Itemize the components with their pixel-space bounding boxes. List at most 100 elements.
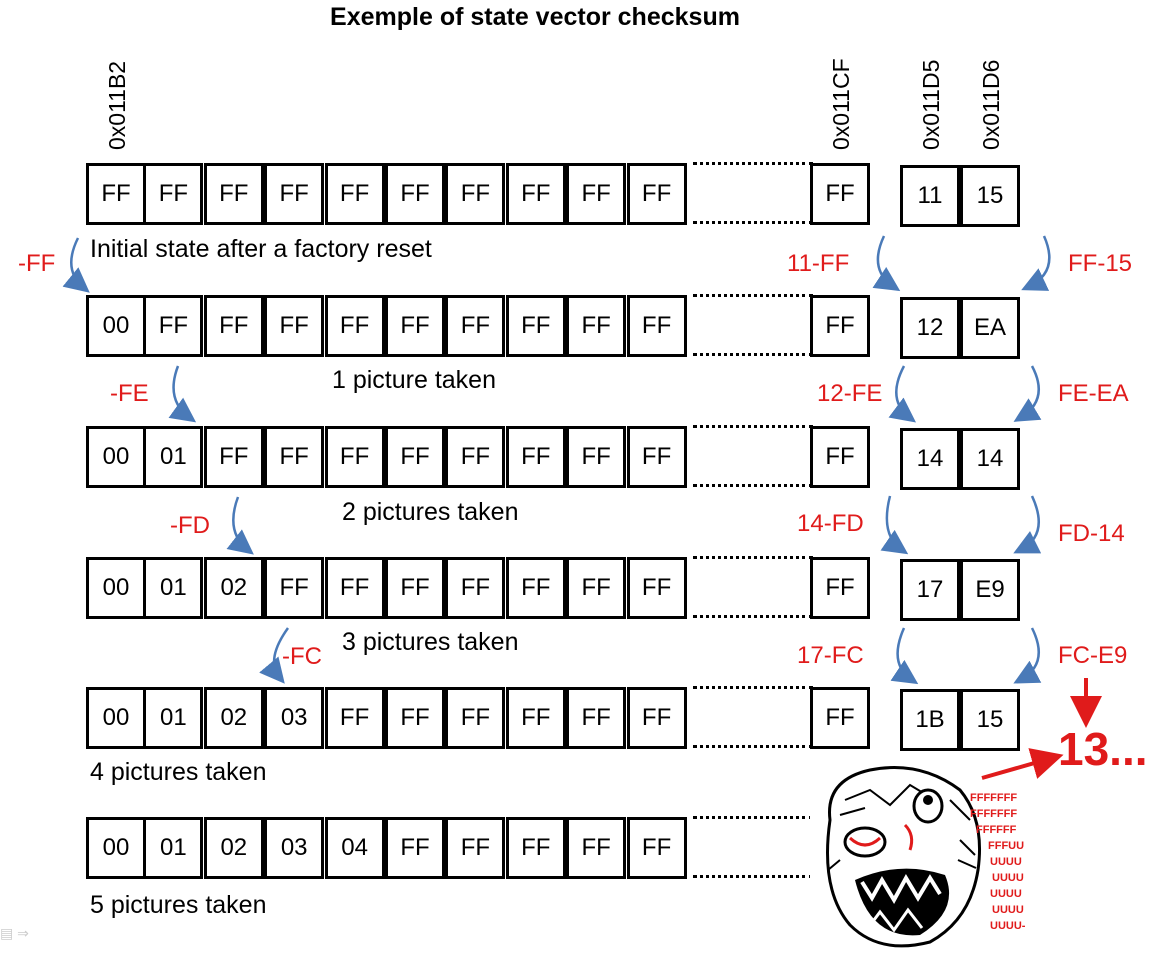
- byte-cell: FF: [626, 817, 687, 879]
- arrow-left-1: [168, 365, 197, 423]
- byte-cell: 01: [143, 687, 204, 749]
- annotation-mid-2: 14-FD: [797, 510, 864, 537]
- byte-cell: FF: [445, 687, 506, 749]
- rage-text-line-6: UUUU: [992, 872, 1024, 884]
- rage-text-line-5: UUUU: [990, 856, 1022, 868]
- annotation-left-1: -FE: [110, 380, 149, 407]
- byte-cell: FF: [324, 426, 385, 488]
- ellipsis-bottom: [693, 353, 813, 356]
- row-caption-5: 5 pictures taken: [90, 891, 267, 919]
- checksum-cell-0: 14: [900, 428, 960, 490]
- arrow-mid-0: [872, 235, 901, 292]
- byte-cell: FF: [385, 817, 445, 879]
- byte-cell: FF: [264, 557, 325, 619]
- byte-cell-last: FF: [810, 295, 870, 357]
- red-arrow-to-result: [981, 748, 1064, 780]
- byte-cell: FF: [566, 426, 627, 488]
- arrow-left-2: [226, 496, 254, 555]
- arrow-left-0: [62, 237, 90, 293]
- byte-cell: 00: [86, 817, 146, 879]
- byte-cell: FF: [324, 163, 385, 225]
- checksum-cell-0: 17: [900, 559, 960, 621]
- byte-cell: 01: [143, 817, 204, 879]
- byte-cell: FF: [566, 817, 627, 879]
- byte-cell: 03: [264, 687, 325, 749]
- byte-cell: FF: [86, 163, 146, 225]
- byte-cell: FF: [264, 426, 325, 488]
- rage-text-line-2: FFFFFFF: [970, 808, 1018, 820]
- byte-cell: FF: [445, 163, 506, 225]
- row-caption-4: 4 pictures taken: [90, 758, 267, 786]
- annotation-right-1: FE-EA: [1058, 380, 1129, 407]
- byte-cell: FF: [324, 295, 385, 357]
- checksum-cell-0: 1B: [900, 689, 960, 751]
- byte-cell: 01: [143, 557, 204, 619]
- annotation-left-2: -FD: [170, 512, 210, 539]
- annotation-mid-3: 17-FC: [797, 642, 864, 669]
- arrow-right-3: [1013, 627, 1042, 684]
- byte-cell: FF: [626, 557, 687, 619]
- byte-cell: FF: [264, 163, 325, 225]
- byte-cell: FF: [505, 163, 566, 225]
- arrow-left-3: [259, 627, 290, 684]
- byte-cell: FF: [505, 687, 566, 749]
- byte-cell: FF: [445, 295, 506, 357]
- annotation-right-3: FC-E9: [1058, 642, 1128, 669]
- byte-cell: 01: [143, 426, 204, 488]
- byte-cell: FF: [566, 687, 627, 749]
- byte-cell: FF: [445, 817, 506, 879]
- rage-text-line-4: FFFUU: [988, 840, 1025, 852]
- rage-text-line-3: FFFFFF: [976, 824, 1017, 836]
- byte-cell: FF: [566, 163, 627, 225]
- byte-cell: FF: [385, 426, 445, 488]
- annotation-mid-0: 11-FF: [787, 250, 850, 277]
- byte-cell: FF: [445, 426, 506, 488]
- byte-cell: 00: [86, 557, 146, 619]
- rage-face-image: FFFFFFF FFFFFFF FFFFFF FFFUU UUUU UUUU U…: [810, 760, 1042, 950]
- arrow-right-0: [1021, 235, 1051, 291]
- slide-nav-icons[interactable]: ▤ ⇒: [0, 925, 29, 941]
- rage-text-line-7: UUUU: [990, 888, 1022, 900]
- checksum-cell-0: 12: [900, 297, 960, 359]
- ellipsis-top: [693, 816, 813, 819]
- checksum-cell-1: 14: [960, 428, 1020, 490]
- ellipsis-top: [693, 425, 813, 428]
- checksum-cell-1: 15: [960, 165, 1020, 227]
- annotation-left-3: -FC: [282, 643, 322, 670]
- rage-text-line-9: UUUU-: [990, 920, 1026, 932]
- arrow-mid-3: [890, 627, 919, 685]
- byte-cell: FF: [143, 295, 204, 357]
- byte-cell-last: FF: [810, 163, 870, 225]
- byte-cell: FF: [203, 426, 264, 488]
- byte-cell: FF: [566, 295, 627, 357]
- byte-cell: 02: [203, 817, 264, 879]
- row-caption-3: 3 pictures taken: [342, 628, 519, 656]
- byte-cell: FF: [203, 295, 264, 357]
- byte-cell: FF: [505, 557, 566, 619]
- byte-cell: 02: [203, 687, 264, 749]
- byte-cell: FF: [143, 163, 204, 225]
- byte-cell: 00: [86, 295, 146, 357]
- byte-cell: FF: [505, 817, 566, 879]
- annotation-left-0: -FF: [18, 250, 56, 277]
- byte-cell: FF: [626, 687, 687, 749]
- arrow-mid-1: [888, 365, 916, 423]
- byte-cell: FF: [385, 557, 445, 619]
- checksum-cell-1: EA: [960, 297, 1020, 359]
- annotation-right-2: FD-14: [1058, 520, 1125, 547]
- byte-cell: FF: [324, 687, 385, 749]
- ellipsis-top: [693, 162, 813, 165]
- result-annotation: 13...: [1058, 723, 1148, 775]
- byte-cell: 03: [264, 817, 325, 879]
- byte-cell: FF: [505, 426, 566, 488]
- rage-text-line-1: FFFFFFF: [970, 792, 1018, 804]
- byte-cell: FF: [264, 295, 325, 357]
- byte-cell: FF: [626, 295, 687, 357]
- row-caption-1: 1 picture taken: [332, 366, 496, 394]
- byte-cell: FF: [324, 557, 385, 619]
- ellipsis-bottom: [693, 484, 813, 487]
- row-caption-2: 2 pictures taken: [342, 498, 519, 526]
- ellipsis-top: [693, 294, 813, 297]
- arrow-mid-2: [880, 495, 909, 555]
